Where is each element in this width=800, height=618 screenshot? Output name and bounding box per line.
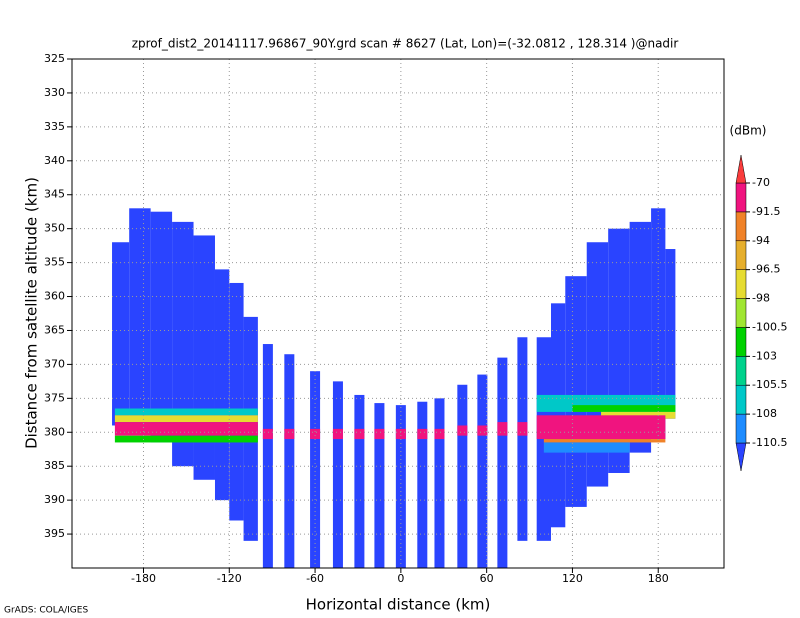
field-cell bbox=[112, 242, 130, 426]
colorbar-label: -103 bbox=[752, 349, 777, 362]
colorbar-box bbox=[735, 298, 747, 328]
colorbar-box bbox=[735, 240, 747, 270]
x-tick-label: 180 bbox=[648, 572, 669, 585]
field-cell bbox=[457, 384, 468, 568]
field-cell bbox=[536, 415, 666, 440]
x-tick-label: 0 bbox=[397, 572, 404, 585]
field-cell bbox=[332, 381, 343, 568]
x-tick-label: 60 bbox=[480, 572, 494, 585]
colorbar-label: -70 bbox=[752, 176, 770, 189]
field-cell bbox=[284, 354, 295, 568]
colorbar-box bbox=[735, 413, 747, 444]
y-axis-label: Distance from satellite altitude (km) bbox=[23, 177, 41, 449]
y-tick-label: 340 bbox=[44, 154, 65, 167]
y-tick-label: 360 bbox=[44, 290, 65, 303]
colorbar-box bbox=[735, 182, 747, 213]
chart-title: zprof_dist2_20141117.96867_90Y.grd scan … bbox=[132, 37, 679, 51]
field-cell bbox=[374, 428, 385, 440]
field-cell bbox=[229, 282, 244, 521]
x-tick-label: -120 bbox=[217, 572, 242, 585]
colorbar-label: -98 bbox=[752, 292, 770, 305]
field-cell bbox=[395, 405, 406, 568]
field-cell bbox=[262, 428, 273, 440]
y-tick-label: 355 bbox=[44, 256, 65, 269]
y-tick-label: 365 bbox=[44, 323, 65, 336]
field-cell bbox=[543, 439, 666, 443]
field-cell bbox=[374, 403, 385, 568]
colorbar-label: -105.5 bbox=[752, 378, 787, 391]
plot-frame bbox=[71, 58, 725, 569]
colorbar-label: -110.5 bbox=[752, 436, 787, 449]
y-tick-label: 390 bbox=[44, 493, 65, 506]
x-tick-label: -60 bbox=[306, 572, 324, 585]
colorbar-box bbox=[735, 384, 747, 415]
field-cell bbox=[565, 276, 587, 507]
field-cell bbox=[354, 428, 365, 440]
field-cell bbox=[543, 442, 630, 453]
colorbar-label: -108 bbox=[752, 407, 777, 420]
field-cell bbox=[262, 344, 273, 568]
field-cell bbox=[497, 422, 508, 436]
colorbar-box bbox=[735, 356, 747, 386]
colorbar-unit: (dBm) bbox=[730, 124, 767, 138]
field-cell bbox=[114, 435, 258, 443]
colorbar-label: -91.5 bbox=[752, 205, 780, 218]
x-axis-label: Horizontal distance (km) bbox=[306, 596, 491, 614]
y-tick-label: 375 bbox=[44, 391, 65, 404]
colorbar-box bbox=[735, 327, 747, 357]
field-cell bbox=[517, 337, 528, 541]
colorbar-label: -96.5 bbox=[752, 263, 780, 276]
y-tick-label: 345 bbox=[44, 188, 65, 201]
field-cell bbox=[354, 394, 365, 568]
y-tick-label: 350 bbox=[44, 222, 65, 235]
field-cell bbox=[114, 415, 258, 423]
y-tick-label: 395 bbox=[44, 527, 65, 540]
field-cell bbox=[434, 398, 445, 568]
field-cell bbox=[477, 374, 488, 568]
field bbox=[112, 208, 676, 568]
field-cell bbox=[310, 428, 321, 440]
field-cell bbox=[129, 208, 151, 433]
field-cell bbox=[434, 428, 445, 440]
colorbar-triangle bbox=[735, 154, 747, 184]
colorbar-triangle bbox=[735, 442, 747, 472]
field-cell bbox=[517, 422, 528, 436]
colorbar-box bbox=[735, 211, 747, 242]
x-tick-label: -180 bbox=[131, 572, 156, 585]
field-cell bbox=[172, 221, 194, 467]
y-tick-label: 370 bbox=[44, 357, 65, 370]
field-cell bbox=[114, 422, 258, 436]
x-tick-label: 120 bbox=[562, 572, 583, 585]
colorbar-label: -100.5 bbox=[752, 320, 787, 333]
field-cell bbox=[572, 405, 676, 412]
field-cell bbox=[214, 269, 230, 501]
y-tick-label: 380 bbox=[44, 425, 65, 438]
field-cell bbox=[497, 357, 508, 568]
field-cell bbox=[150, 211, 173, 443]
field-cell bbox=[310, 371, 321, 568]
field-cell bbox=[665, 249, 676, 419]
field-cell bbox=[457, 425, 468, 436]
field-cell bbox=[395, 428, 406, 440]
credit: GrADS: COLA/IGES bbox=[4, 606, 88, 616]
y-tick-label: 325 bbox=[44, 52, 65, 65]
colorbar-label: -94 bbox=[752, 234, 770, 247]
field-cell bbox=[114, 408, 258, 416]
colorbar-box bbox=[735, 269, 747, 299]
grid bbox=[72, 58, 724, 568]
field-cell bbox=[477, 425, 488, 436]
y-tick-label: 330 bbox=[44, 86, 65, 99]
field-cell bbox=[332, 428, 343, 440]
field-cell bbox=[193, 235, 215, 480]
field-cell bbox=[417, 401, 428, 568]
y-tick-label: 385 bbox=[44, 459, 65, 472]
y-tick-label: 335 bbox=[44, 120, 65, 133]
field-cell bbox=[284, 428, 295, 440]
field-cell bbox=[417, 428, 428, 440]
